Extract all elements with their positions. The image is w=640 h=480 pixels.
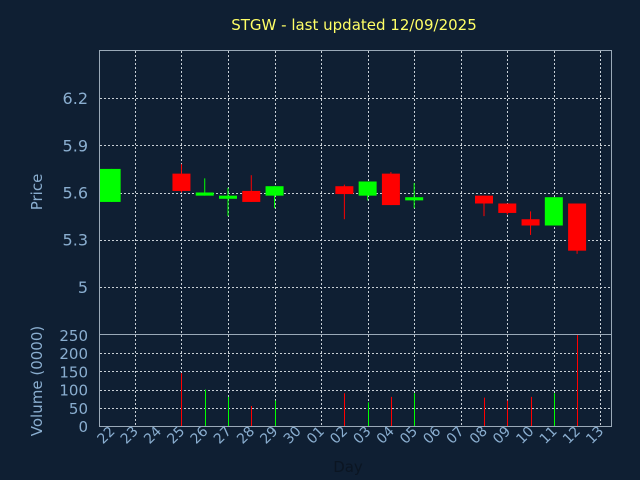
price-y-ticks: 5 5.3 5.6 5.9 6.2 xyxy=(63,89,88,297)
x-axis-label: Day xyxy=(333,458,363,476)
price-grid xyxy=(100,51,612,334)
chart-title: STGW - last updated 12/09/2025 xyxy=(231,16,477,34)
day-x-ticks: 22 23 24 25 26 27 28 29 30 01 02 03 04 05 06 07 08 09 10 11… xyxy=(95,423,608,447)
day-tick-label: 06 xyxy=(420,423,444,447)
price-panel: 5 5.3 5.6 5.9 6.2 Price xyxy=(28,50,612,335)
price-tick-label: 6.2 xyxy=(63,89,88,108)
day-tick-label: 08 xyxy=(467,424,491,448)
day-tick-label: 23 xyxy=(118,424,142,448)
volume-tick-label: 200 xyxy=(59,345,88,363)
candle-body xyxy=(521,219,540,226)
day-tick-label: 10 xyxy=(513,424,537,448)
price-tick-label: 5.6 xyxy=(63,184,88,203)
candle-body xyxy=(100,168,121,202)
day-tick-label: 24 xyxy=(141,423,165,447)
day-tick-label: 01 xyxy=(304,424,328,448)
candle-body xyxy=(475,195,493,204)
price-candles xyxy=(100,164,587,254)
candle-body xyxy=(265,186,284,196)
candle-body xyxy=(358,181,377,196)
candle-body xyxy=(195,192,214,196)
volume-tick-label: 100 xyxy=(59,382,88,400)
day-tick-label: 22 xyxy=(95,424,119,448)
price-tick-label: 5.9 xyxy=(63,136,88,155)
candle-body xyxy=(405,197,424,201)
price-axis-label: Price xyxy=(28,174,46,211)
candle-body xyxy=(544,197,563,226)
price-tick-label: 5.3 xyxy=(63,231,88,250)
day-tick-label: 03 xyxy=(351,424,375,448)
candle-body xyxy=(381,173,400,206)
day-tick-label: 07 xyxy=(444,424,468,448)
candle-body xyxy=(498,203,517,213)
price-tick-label: 5 xyxy=(78,278,88,297)
price-frame xyxy=(99,50,612,335)
day-tick-label: 27 xyxy=(211,424,235,448)
day-tick-label: 26 xyxy=(188,423,212,447)
volume-bars xyxy=(181,335,578,426)
candle-body xyxy=(219,195,237,199)
candle-body xyxy=(568,203,587,251)
day-tick-label: 28 xyxy=(234,424,258,448)
volume-axis-label: Volume (0000) xyxy=(28,326,46,436)
day-tick-label: 05 xyxy=(397,424,421,448)
volume-tick-label: 250 xyxy=(59,327,88,345)
volume-frame xyxy=(99,334,612,427)
volume-tick-label: 150 xyxy=(59,363,88,381)
day-tick-label: 04 xyxy=(374,423,398,447)
day-tick-label: 02 xyxy=(327,424,351,448)
day-tick-label: 13 xyxy=(583,424,607,448)
candle-body xyxy=(335,186,354,195)
volume-tick-label: 50 xyxy=(69,400,88,418)
day-tick-label: 25 xyxy=(164,424,188,448)
volume-tick-label: 0 xyxy=(78,418,88,436)
day-tick-label: 11 xyxy=(537,424,561,448)
day-tick-label: 30 xyxy=(281,424,305,448)
candle-body xyxy=(172,173,191,191)
day-tick-label: 29 xyxy=(257,424,281,448)
candle-body xyxy=(242,190,261,202)
day-tick-label: 09 xyxy=(490,424,514,448)
day-tick-label: 12 xyxy=(560,424,584,448)
volume-grid xyxy=(100,335,612,426)
